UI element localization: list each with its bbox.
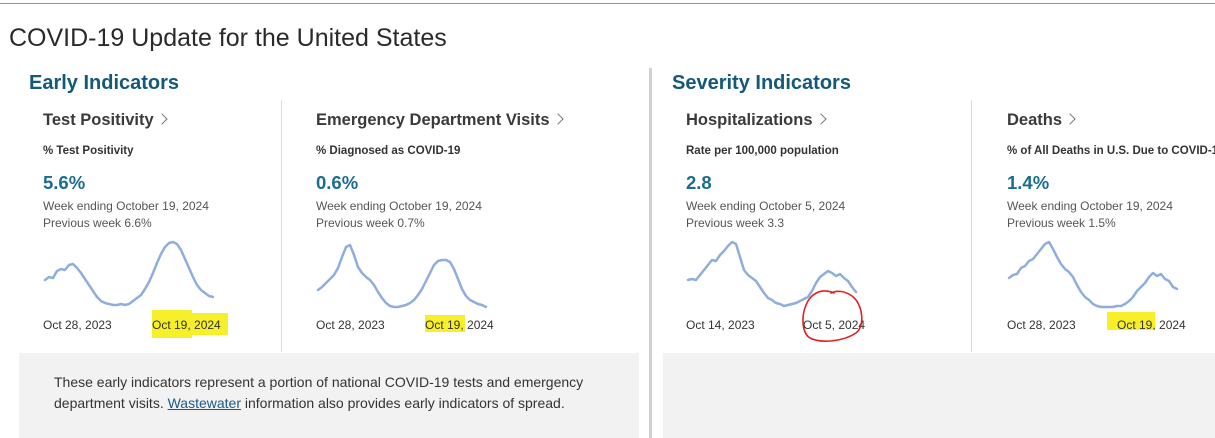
- page-title: COVID-19 Update for the United States: [9, 24, 447, 52]
- card-title: Test Positivity: [43, 111, 154, 129]
- chevron-right-icon: [814, 113, 827, 125]
- card-title: Hospitalizations: [686, 111, 813, 129]
- hospitalizations-card: Hospitalizations Rate per 100,000 popula…: [686, 100, 986, 342]
- note-text-end: information also provides early indicato…: [241, 395, 565, 411]
- yellow-highlight-mark: [1107, 312, 1155, 330]
- trend-sparkline: [686, 240, 858, 308]
- chart-end-date: Oct 5, 2024: [803, 318, 866, 332]
- metric-label: Rate per 100,000 population: [686, 145, 839, 157]
- previous-week: Previous week 0.7%: [316, 216, 425, 230]
- metric-value: 2.8: [686, 172, 712, 193]
- severity-note-panel: [663, 353, 1215, 438]
- test-positivity-card: Test Positivity % Test Positivity 5.6% W…: [43, 100, 343, 338]
- early-indicators-note: These early indicators represent a porti…: [19, 353, 639, 438]
- card-divider: [971, 100, 972, 352]
- chevron-right-icon: [1064, 113, 1076, 125]
- yellow-highlight-mark: [152, 310, 192, 338]
- ed-visits-card: Emergency Department Visits % Diagnosed …: [316, 100, 616, 332]
- yellow-highlight-mark: [192, 313, 228, 335]
- trend-sparkline: [1007, 240, 1179, 309]
- test-positivity-link[interactable]: Test Positivity: [43, 111, 168, 130]
- previous-week: Previous week 1.5%: [1007, 216, 1116, 230]
- card-title: Emergency Department Visits: [316, 111, 550, 129]
- trend-sparkline: [316, 243, 488, 309]
- card-title: Deaths: [1007, 111, 1063, 129]
- previous-week: Previous week 3.3: [686, 216, 785, 230]
- chart-end-date: Oct 19, 2024: [1117, 318, 1186, 330]
- metric-label: % Test Positivity: [43, 145, 134, 157]
- metric-value: 1.4%: [1007, 172, 1050, 193]
- chart-end-date: Oct 19, 2024: [152, 318, 221, 332]
- metric-value: 5.6%: [43, 172, 86, 193]
- trend-sparkline: [43, 240, 215, 307]
- deaths-card: Deaths % of All Deaths in U.S. Due to CO…: [1007, 100, 1215, 330]
- top-border: [0, 3, 1215, 4]
- note-text-start: These early indicators represent a porti…: [54, 374, 584, 411]
- chart-start-date: Oct 28, 2023: [43, 318, 112, 332]
- early-indicators-heading: Early Indicators: [29, 72, 180, 94]
- chevron-right-icon: [551, 113, 564, 125]
- chart-start-date: Oct 14, 2023: [686, 318, 755, 332]
- hospitalizations-link[interactable]: Hospitalizations: [686, 111, 827, 130]
- ed-visits-link[interactable]: Emergency Department Visits: [316, 111, 564, 130]
- card-divider: [281, 100, 282, 352]
- group-divider: [649, 68, 652, 438]
- previous-week: Previous week 6.6%: [43, 216, 152, 230]
- week-ending: Week ending October 19, 2024: [43, 199, 209, 213]
- metric-label: % of All Deaths in U.S. Due to COVID-19: [1007, 145, 1215, 157]
- chart-start-date: Oct 28, 2023: [316, 318, 385, 332]
- wastewater-link[interactable]: Wastewater: [167, 395, 241, 411]
- week-ending: Week ending October 19, 2024: [316, 199, 482, 213]
- metric-label: % Diagnosed as COVID-19: [316, 145, 461, 157]
- metric-value: 0.6%: [316, 172, 359, 193]
- note-text: These early indicators represent a porti…: [54, 372, 624, 414]
- chart-end-date: Oct 19, 2024: [425, 318, 494, 332]
- deaths-link[interactable]: Deaths: [1007, 111, 1076, 130]
- red-circle-annotation: [802, 290, 863, 342]
- severity-indicators-heading: Severity Indicators: [672, 72, 851, 94]
- chart-start-date: Oct 28, 2023: [1007, 318, 1076, 330]
- chevron-right-icon: [155, 113, 168, 125]
- week-ending: Week ending October 5, 2024: [686, 199, 846, 213]
- yellow-highlight-mark: [425, 315, 465, 332]
- week-ending: Week ending October 19, 2024: [1007, 199, 1173, 213]
